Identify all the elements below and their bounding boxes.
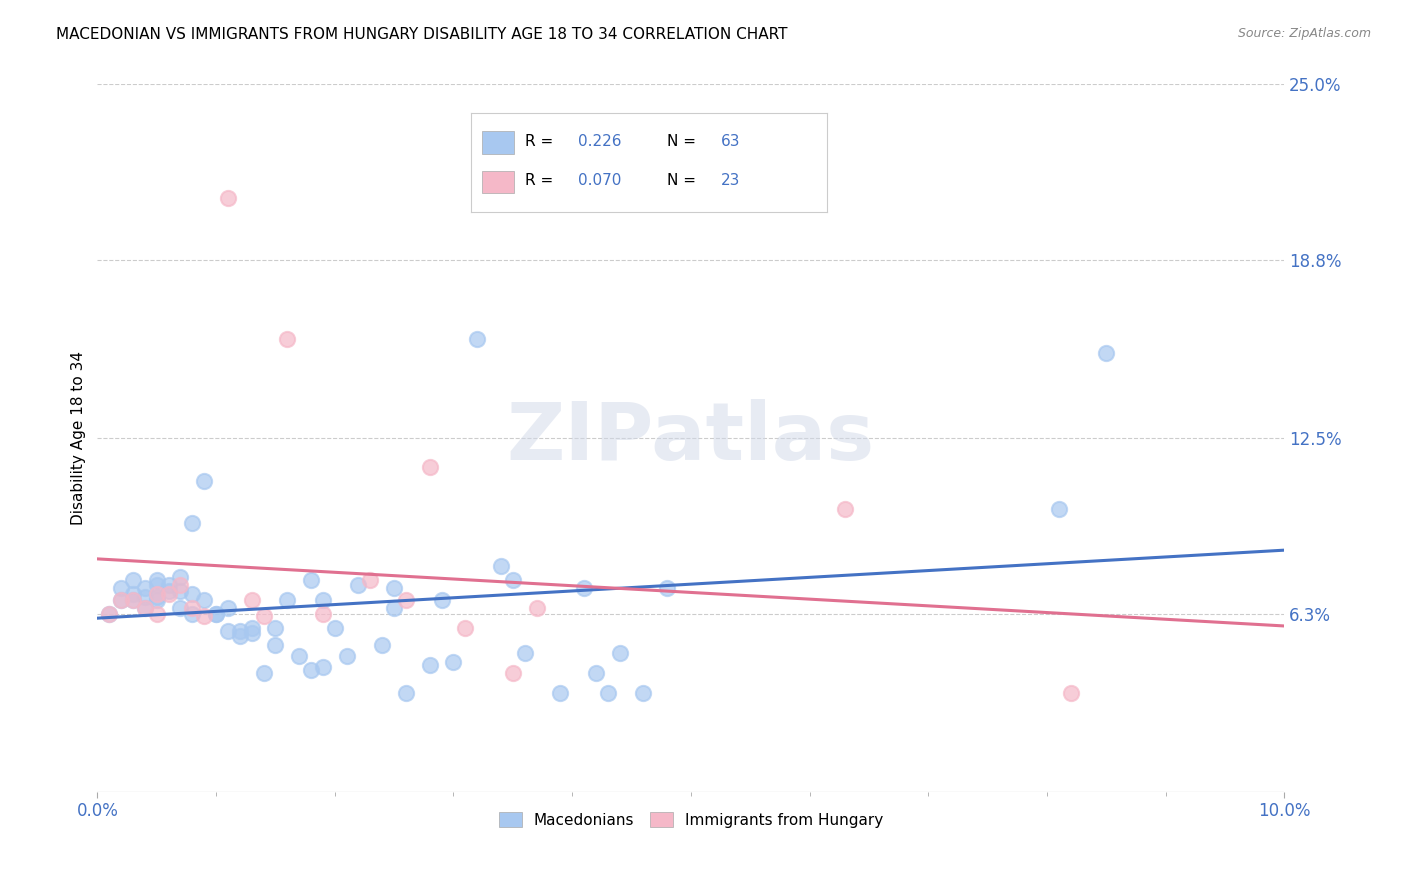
Point bbox=[633, 686, 655, 700]
Point bbox=[395, 592, 418, 607]
Point bbox=[502, 573, 524, 587]
Point bbox=[205, 607, 228, 621]
Point bbox=[145, 578, 167, 592]
Point bbox=[1047, 502, 1070, 516]
Point bbox=[359, 573, 381, 587]
Point bbox=[513, 646, 536, 660]
Point bbox=[288, 649, 311, 664]
Point bbox=[240, 626, 263, 640]
Point bbox=[312, 660, 335, 674]
Point bbox=[110, 592, 132, 607]
Point bbox=[122, 592, 145, 607]
Point bbox=[193, 609, 215, 624]
Point bbox=[217, 624, 239, 638]
Point bbox=[229, 629, 252, 643]
Y-axis label: Disability Age 18 to 34: Disability Age 18 to 34 bbox=[72, 351, 86, 525]
Text: MACEDONIAN VS IMMIGRANTS FROM HUNGARY DISABILITY AGE 18 TO 34 CORRELATION CHART: MACEDONIAN VS IMMIGRANTS FROM HUNGARY DI… bbox=[56, 27, 787, 42]
Point bbox=[419, 657, 441, 672]
Point bbox=[264, 638, 287, 652]
Point bbox=[454, 621, 477, 635]
Point bbox=[312, 592, 335, 607]
Point bbox=[465, 332, 488, 346]
Point bbox=[489, 558, 512, 573]
Point bbox=[145, 607, 167, 621]
Legend: Macedonians, Immigrants from Hungary: Macedonians, Immigrants from Hungary bbox=[492, 805, 889, 834]
Point bbox=[585, 666, 607, 681]
Point bbox=[205, 607, 228, 621]
Point bbox=[134, 581, 156, 595]
Point bbox=[169, 601, 191, 615]
Point bbox=[217, 191, 239, 205]
Point bbox=[145, 587, 167, 601]
Point bbox=[299, 573, 322, 587]
Point bbox=[157, 587, 180, 601]
Point bbox=[181, 607, 204, 621]
Point bbox=[193, 592, 215, 607]
Point bbox=[276, 592, 298, 607]
Point bbox=[169, 570, 191, 584]
Point bbox=[312, 607, 335, 621]
Point bbox=[157, 584, 180, 599]
Point bbox=[145, 590, 167, 604]
Point bbox=[548, 686, 571, 700]
Point bbox=[181, 601, 204, 615]
Point bbox=[157, 578, 180, 592]
Point bbox=[217, 601, 239, 615]
Point bbox=[1059, 686, 1081, 700]
Point bbox=[347, 578, 370, 592]
Point bbox=[834, 502, 856, 516]
Point bbox=[609, 646, 631, 660]
Point bbox=[395, 686, 418, 700]
Point bbox=[240, 621, 263, 635]
Point bbox=[145, 573, 167, 587]
Point bbox=[1095, 346, 1118, 360]
Point bbox=[169, 584, 191, 599]
Point bbox=[336, 649, 359, 664]
Point bbox=[122, 587, 145, 601]
Point bbox=[134, 590, 156, 604]
Point bbox=[110, 592, 132, 607]
Point bbox=[169, 578, 191, 592]
Point bbox=[596, 686, 619, 700]
Point bbox=[526, 601, 548, 615]
Point bbox=[382, 601, 405, 615]
Point bbox=[430, 592, 453, 607]
Point bbox=[229, 624, 252, 638]
Point bbox=[134, 601, 156, 615]
Text: ZIPatlas: ZIPatlas bbox=[506, 400, 875, 477]
Point bbox=[240, 592, 263, 607]
Text: Source: ZipAtlas.com: Source: ZipAtlas.com bbox=[1237, 27, 1371, 40]
Point bbox=[572, 581, 595, 595]
Point bbox=[181, 587, 204, 601]
Point bbox=[122, 573, 145, 587]
Point bbox=[98, 607, 121, 621]
Point bbox=[98, 607, 121, 621]
Point bbox=[145, 592, 167, 607]
Point bbox=[502, 666, 524, 681]
Point bbox=[371, 638, 394, 652]
Point bbox=[264, 621, 287, 635]
Point bbox=[110, 581, 132, 595]
Point bbox=[443, 655, 465, 669]
Point bbox=[323, 621, 346, 635]
Point bbox=[382, 581, 405, 595]
Point bbox=[299, 663, 322, 677]
Point bbox=[193, 474, 215, 488]
Point bbox=[276, 332, 298, 346]
Point bbox=[252, 666, 274, 681]
Point bbox=[655, 581, 678, 595]
Point bbox=[181, 516, 204, 530]
Point bbox=[252, 609, 274, 624]
Point bbox=[134, 601, 156, 615]
Point bbox=[122, 592, 145, 607]
Point bbox=[419, 459, 441, 474]
